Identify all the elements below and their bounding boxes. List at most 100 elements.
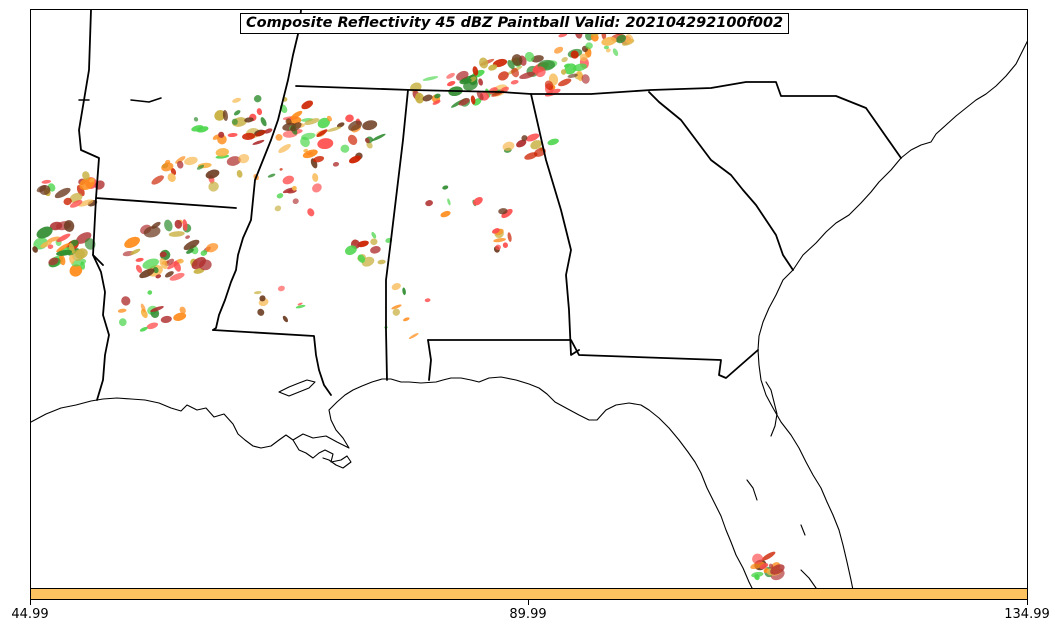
paintball-blob — [173, 312, 187, 321]
paintball-blob — [563, 63, 571, 68]
paintball-blob — [408, 332, 419, 340]
paintball-blob — [227, 132, 238, 138]
colorbar-tick-middle — [528, 600, 529, 605]
paintball-blob — [534, 66, 546, 78]
paintball-blob — [130, 248, 141, 255]
paintball-blob — [326, 115, 333, 122]
paintball-blob — [236, 170, 243, 178]
paintball-blob — [547, 138, 559, 146]
paintball-blob — [32, 246, 38, 253]
paintball-blob — [585, 42, 593, 50]
paintball-blob — [193, 117, 199, 122]
border-georgia-florida — [427, 339, 759, 379]
paintball-blob — [186, 248, 194, 254]
paintball-blob — [176, 258, 184, 264]
paintball-blob — [425, 200, 433, 207]
border-arkansas-louisiana — [78, 10, 237, 266]
paintball-blob — [292, 198, 299, 205]
paintball-blob — [751, 571, 764, 578]
paintball-blob — [507, 232, 512, 242]
paintball-blob — [143, 226, 161, 238]
paintball-blob — [139, 326, 148, 332]
paintball-blob — [147, 290, 153, 295]
paintball-blob — [357, 254, 366, 263]
paintball-blob — [183, 239, 200, 251]
paintball-blob — [121, 296, 131, 306]
paintball-blob — [196, 126, 209, 133]
paintball-blob — [759, 563, 769, 570]
paintball-blob — [253, 291, 262, 295]
paintball-blob — [196, 164, 205, 170]
paintball-blob — [159, 258, 168, 270]
paintball-blob — [501, 208, 513, 219]
paintball-blob — [238, 153, 250, 164]
colorbar-label-min: 44.99 — [11, 607, 49, 622]
paintball-blob — [276, 193, 284, 199]
paintball-blob — [174, 219, 183, 229]
paintball-blob — [579, 53, 588, 62]
paintball-blob — [226, 156, 241, 166]
border-georgia-south-carolina — [648, 91, 794, 271]
paintball-blob — [208, 181, 219, 192]
paintball-blob — [267, 173, 276, 178]
paintball-blob — [362, 120, 378, 131]
paintball-blob — [264, 128, 273, 134]
paintball-blob — [56, 233, 71, 243]
paintball-blob — [349, 155, 361, 164]
colorbar-tick-right — [1027, 600, 1028, 605]
paintball-blob — [510, 79, 519, 85]
paintball-blob — [558, 78, 572, 87]
paintball-blob — [544, 80, 554, 91]
coastline-gulf — [31, 376, 753, 588]
paintball-blob — [56, 243, 70, 253]
paintball-blob — [124, 236, 140, 249]
paintball-blob — [370, 238, 378, 246]
paintball-blob — [36, 226, 53, 239]
paintball-blob — [155, 274, 162, 279]
paintball-blob — [424, 298, 431, 303]
paintball-blob — [301, 100, 314, 110]
paintball-blob — [554, 46, 564, 54]
paintball-blob — [290, 122, 302, 132]
paintball-blob — [142, 258, 159, 269]
paintball-blob — [278, 144, 291, 153]
paintball-blob — [317, 117, 330, 129]
paintball-blob — [151, 221, 161, 229]
paintball-blob — [176, 160, 184, 169]
paintball-blob — [326, 126, 342, 132]
paintball-blob — [82, 171, 90, 180]
border-alabama-georgia — [530, 93, 580, 356]
paintball-blob — [292, 185, 297, 191]
paintball-blob — [244, 117, 254, 123]
paintball-blob — [414, 92, 425, 104]
paintball-blob — [36, 185, 47, 193]
paintball-blob — [232, 97, 242, 103]
paintball-blob — [253, 95, 262, 103]
paintball-blob — [58, 254, 66, 266]
paintball-blob — [164, 271, 174, 278]
paintball-blob — [89, 177, 95, 183]
paintball-blob — [277, 285, 285, 292]
paintball-blob — [139, 268, 155, 279]
paintball-blob — [297, 302, 303, 306]
paintball-blob — [117, 308, 127, 313]
paintball-blob — [348, 120, 363, 131]
paintball-blob — [447, 81, 456, 87]
coastline-southeast — [757, 157, 902, 588]
paintball-blob — [312, 173, 319, 182]
paintball-blob — [470, 95, 476, 105]
coastline-mississippi-delta — [292, 439, 352, 469]
paintball-blob — [169, 272, 185, 281]
paintball-blob — [193, 268, 205, 274]
paintball-blob — [370, 245, 381, 254]
paintball-blob — [459, 78, 472, 85]
paintball-blob — [488, 64, 498, 71]
paintball-blob — [371, 231, 377, 239]
paintball-blob — [164, 159, 171, 165]
paintball-blob — [63, 197, 72, 206]
paintball-blob — [300, 136, 310, 148]
paintball-blob — [402, 317, 410, 322]
paintball-blob — [313, 156, 325, 163]
paintball-blob — [768, 563, 774, 569]
paintball-blob — [282, 175, 295, 185]
